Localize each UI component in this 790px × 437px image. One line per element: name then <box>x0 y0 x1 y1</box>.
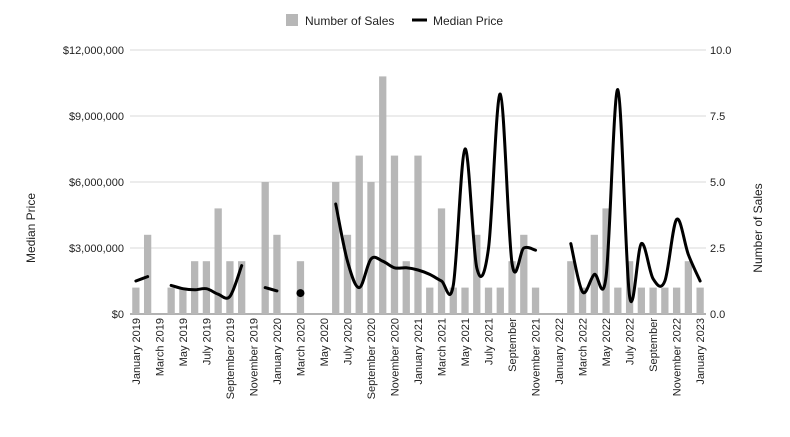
x-axis-tick-label: January 2019 <box>131 318 143 385</box>
sales-bar <box>672 287 681 314</box>
sales-bar <box>614 287 622 314</box>
sales-bar <box>696 287 704 314</box>
legend-label-sales: Number of Sales <box>305 14 394 28</box>
x-axis-tick-label: September <box>507 318 519 372</box>
left-axis-tick-label: $12,000,000 <box>63 45 124 57</box>
right-axis-tick-label: 0.0 <box>710 309 725 321</box>
x-axis-tick-label: July 2022 <box>625 318 637 365</box>
sales-bar <box>402 261 410 314</box>
sales-bar <box>226 261 234 314</box>
sales-bar <box>649 287 657 314</box>
price-line-segment <box>134 275 150 283</box>
legend-bar-swatch <box>286 14 298 26</box>
sales-bar <box>684 261 693 314</box>
price-line-segment <box>169 264 244 300</box>
x-axis-tick-label: November 2019 <box>248 318 260 396</box>
price-point <box>296 289 305 298</box>
right-axis-tick-label: 5.0 <box>710 177 725 189</box>
price-line-segment <box>334 92 538 296</box>
sales-bar <box>343 234 352 314</box>
sales-bar <box>296 261 305 314</box>
x-axis: January 2019 March 2019 May 2019 July 2019 S… <box>131 318 707 400</box>
sales-bar <box>531 287 540 314</box>
sales-bar <box>508 261 516 314</box>
sales-bar <box>214 208 222 314</box>
left-axis-tick-label: $9,000,000 <box>69 111 124 123</box>
price-line <box>134 88 702 303</box>
sales-bar <box>167 287 175 314</box>
x-axis-tick-label: May 2020 <box>319 318 331 366</box>
sales-bar <box>273 234 281 314</box>
x-axis-tick-label: May 2021 <box>460 318 472 366</box>
price-line-segment <box>569 88 702 303</box>
sales-bar <box>661 287 669 314</box>
x-axis-tick-label: January 2022 <box>554 318 566 385</box>
left-axis-tick-label: $6,000,000 <box>69 177 124 189</box>
sales-bar <box>520 234 528 314</box>
x-axis-tick-label: July 2021 <box>484 318 496 365</box>
sales-bar <box>637 287 645 314</box>
x-axis-tick-label: March 2019 <box>154 318 166 376</box>
sales-bar <box>238 261 246 314</box>
sales-bar <box>437 208 446 314</box>
sales-bar <box>484 287 493 314</box>
x-axis-tick-label: November 2020 <box>389 318 401 396</box>
left-axis: $0 $3,000,000 $6,000,000 $9,000,000 $12,000,… <box>63 45 124 321</box>
sales-bar <box>261 182 269 314</box>
x-axis-tick-label: September 2020 <box>366 318 378 399</box>
sales-bar <box>132 287 140 314</box>
x-axis-tick-label: November 2022 <box>672 318 684 396</box>
sales-bar <box>191 261 199 314</box>
left-axis-title: Median Price <box>24 193 38 263</box>
price-line-segment <box>263 286 279 293</box>
right-axis: 0.0 2.5 5.0 7.5 10.0 <box>710 45 731 321</box>
x-axis-tick-label: September 2019 <box>225 318 237 399</box>
sales-bar <box>390 155 399 314</box>
x-axis-tick-label: May 2022 <box>601 318 613 366</box>
x-axis-tick-label: January 2020 <box>272 318 284 385</box>
sales-bar <box>179 287 187 314</box>
sales-bar <box>473 234 481 314</box>
right-axis-tick-label: 10.0 <box>710 45 731 57</box>
right-axis-tick-label: 2.5 <box>710 243 725 255</box>
sales-bar <box>578 287 587 314</box>
x-axis-tick-label: January 2021 <box>413 318 425 385</box>
sales-bar <box>449 287 457 314</box>
x-axis-tick-label: January 2023 <box>695 318 707 385</box>
x-axis-tick-label: July 2019 <box>201 318 213 365</box>
sales-bar <box>426 287 434 314</box>
sales-bar <box>414 155 422 314</box>
x-axis-tick-label: July 2020 <box>342 318 354 365</box>
sales-bar <box>461 287 469 314</box>
sales-bar <box>355 155 363 314</box>
sales-bar <box>496 287 504 314</box>
x-axis-tick-label: September <box>648 318 660 372</box>
legend: Number of Sales Median Price <box>286 14 503 28</box>
x-axis-tick-label: March 2021 <box>437 318 449 376</box>
x-axis-tick-label: May 2019 <box>178 318 190 366</box>
left-axis-tick-label: $3,000,000 <box>69 243 124 255</box>
x-axis-tick-label: March 2020 <box>295 318 307 376</box>
legend-label-price: Median Price <box>433 14 503 28</box>
sales-bar <box>143 234 152 314</box>
sales-bar <box>567 261 575 314</box>
left-axis-tick-label: $0 <box>112 309 124 321</box>
sales-bar <box>379 76 387 315</box>
right-axis-tick-label: 7.5 <box>710 111 725 123</box>
right-axis-title: Number of Sales <box>751 183 765 272</box>
sales-bars <box>132 76 704 315</box>
sales-bar <box>367 182 375 314</box>
x-axis-tick-label: November 2021 <box>531 318 543 396</box>
sales-bar <box>332 182 340 314</box>
x-axis-tick-label: March 2022 <box>578 318 590 376</box>
